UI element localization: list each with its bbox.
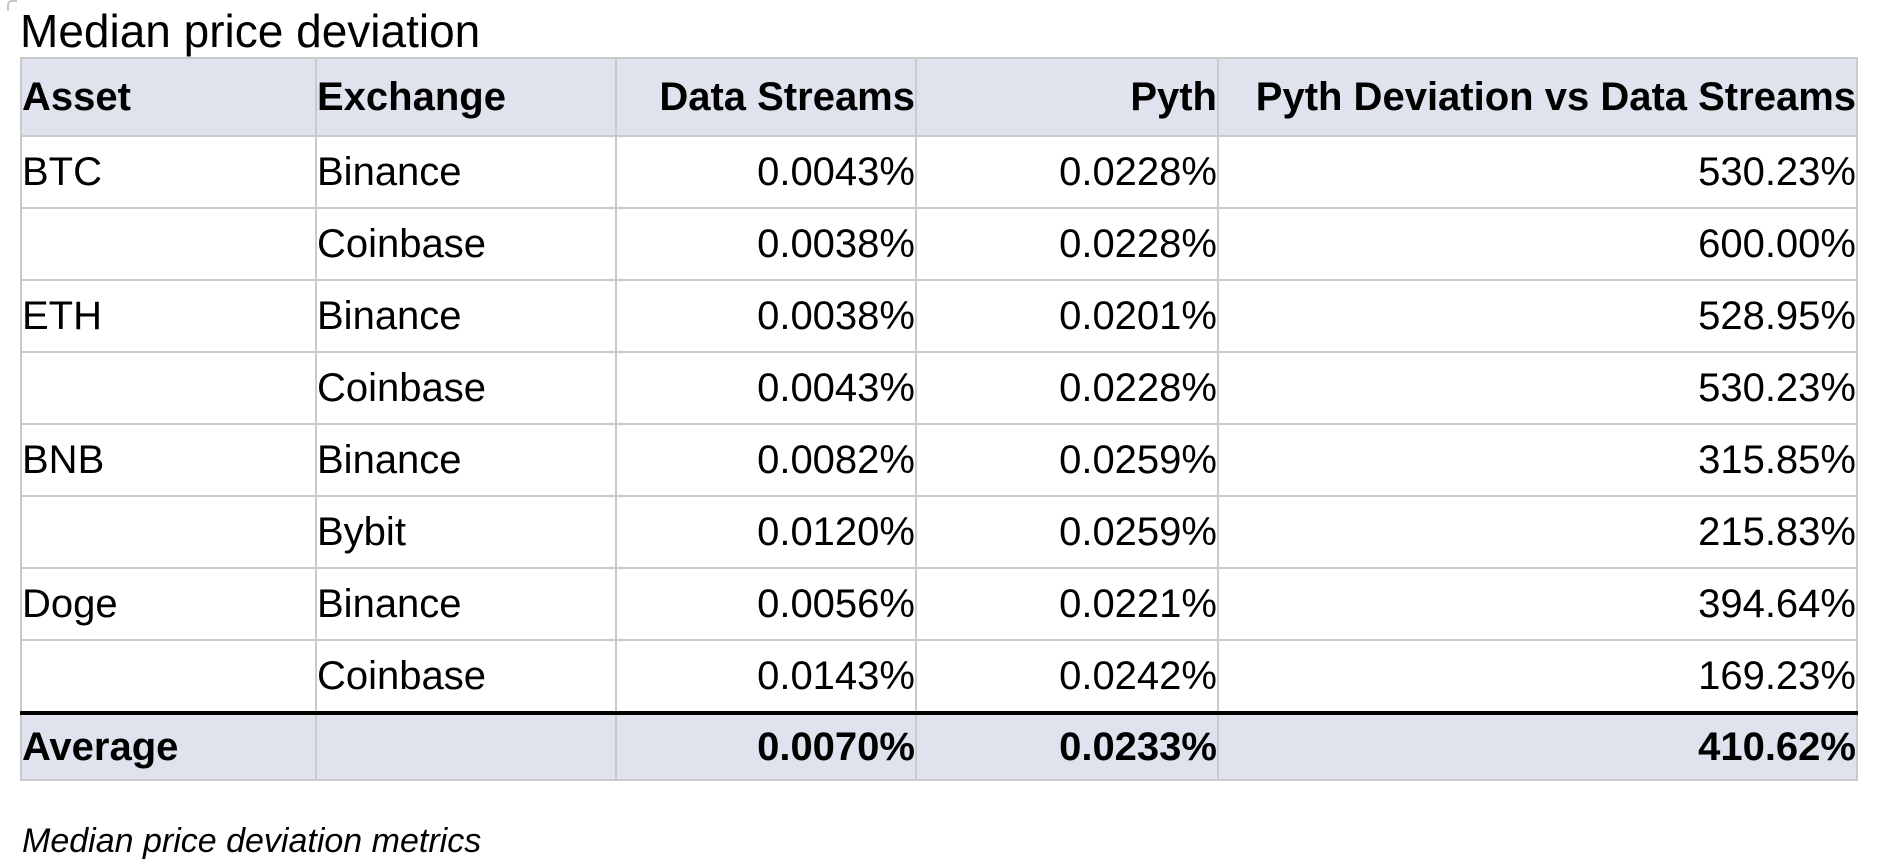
- table-footer: Average 0.0070% 0.0233% 410.62%: [20, 712, 1858, 781]
- cell-pyth-deviation: 315.85%: [1217, 423, 1858, 497]
- cell-pyth-deviation: 410.62%: [1217, 712, 1858, 781]
- table-header: Asset Exchange Data Streams Pyth Pyth De…: [20, 57, 1858, 137]
- column-header-pyth-deviation: Pyth Deviation vs Data Streams: [1217, 57, 1858, 137]
- cell-data-streams: 0.0056%: [615, 567, 917, 641]
- cell-exchange: [315, 712, 617, 781]
- page-title: Median price deviation: [20, 5, 481, 57]
- screen-edge-artifact: [7, 0, 17, 11]
- cell-pyth-deviation: 600.00%: [1217, 207, 1858, 281]
- column-header-data-streams: Data Streams: [615, 57, 917, 137]
- cell-exchange: Bybit: [315, 495, 617, 569]
- cell-data-streams: 0.0038%: [615, 207, 917, 281]
- cell-pyth: 0.0201%: [915, 279, 1219, 353]
- cell-pyth-deviation: 169.23%: [1217, 639, 1858, 715]
- cell-asset: BNB: [20, 423, 317, 497]
- cell-pyth: 0.0242%: [915, 639, 1219, 715]
- cell-data-streams: 0.0082%: [615, 423, 917, 497]
- cell-pyth: 0.0228%: [915, 351, 1219, 425]
- column-header-pyth: Pyth: [915, 57, 1219, 137]
- cell-exchange: Binance: [315, 279, 617, 353]
- cell-data-streams: 0.0043%: [615, 135, 917, 209]
- cell-data-streams: 0.0070%: [615, 712, 917, 781]
- table-row: Coinbase 0.0038% 0.0228% 600.00%: [20, 207, 1858, 281]
- cell-pyth: 0.0228%: [915, 207, 1219, 281]
- cell-exchange: Coinbase: [315, 351, 617, 425]
- cell-pyth: 0.0259%: [915, 495, 1219, 569]
- cell-data-streams: 0.0143%: [615, 639, 917, 715]
- cell-pyth: 0.0259%: [915, 423, 1219, 497]
- cell-asset: [20, 495, 317, 569]
- table-row: Coinbase 0.0143% 0.0242% 169.23%: [20, 639, 1858, 715]
- cell-asset: [20, 639, 317, 715]
- cell-data-streams: 0.0038%: [615, 279, 917, 353]
- table-body: BTC Binance 0.0043% 0.0228% 530.23% Coinbase 0…: [20, 135, 1858, 715]
- table-row: Coinbase 0.0043% 0.0228% 530.23%: [20, 351, 1858, 425]
- cell-asset: Doge: [20, 567, 317, 641]
- table-caption: Median price deviation metrics: [22, 822, 482, 860]
- cell-pyth: 0.0221%: [915, 567, 1219, 641]
- cell-exchange: Coinbase: [315, 639, 617, 715]
- table-row: BTC Binance 0.0043% 0.0228% 530.23%: [20, 135, 1858, 209]
- header-row: Asset Exchange Data Streams Pyth Pyth De…: [20, 57, 1858, 137]
- table-row: ETH Binance 0.0038% 0.0201% 528.95%: [20, 279, 1858, 353]
- cell-data-streams: 0.0043%: [615, 351, 917, 425]
- cell-asset: ETH: [20, 279, 317, 353]
- cell-pyth-deviation: 530.23%: [1217, 135, 1858, 209]
- cell-exchange: Coinbase: [315, 207, 617, 281]
- cell-exchange: Binance: [315, 135, 617, 209]
- cell-pyth-deviation: 530.23%: [1217, 351, 1858, 425]
- average-row: Average 0.0070% 0.0233% 410.62%: [20, 712, 1858, 781]
- price-deviation-table: Asset Exchange Data Streams Pyth Pyth De…: [20, 57, 1858, 781]
- cell-pyth: 0.0233%: [915, 712, 1219, 781]
- cell-pyth-deviation: 528.95%: [1217, 279, 1858, 353]
- table-row: BNB Binance 0.0082% 0.0259% 315.85%: [20, 423, 1858, 497]
- cell-pyth: 0.0228%: [915, 135, 1219, 209]
- table-row: Bybit 0.0120% 0.0259% 215.83%: [20, 495, 1858, 569]
- column-header-asset: Asset: [20, 57, 317, 137]
- cell-asset: [20, 351, 317, 425]
- cell-asset: [20, 207, 317, 281]
- cell-asset: Average: [20, 712, 317, 781]
- column-header-exchange: Exchange: [315, 57, 617, 137]
- cell-pyth-deviation: 394.64%: [1217, 567, 1858, 641]
- cell-pyth-deviation: 215.83%: [1217, 495, 1858, 569]
- cell-exchange: Binance: [315, 423, 617, 497]
- cell-exchange: Binance: [315, 567, 617, 641]
- table-row: Doge Binance 0.0056% 0.0221% 394.64%: [20, 567, 1858, 641]
- cell-data-streams: 0.0120%: [615, 495, 917, 569]
- cell-asset: BTC: [20, 135, 317, 209]
